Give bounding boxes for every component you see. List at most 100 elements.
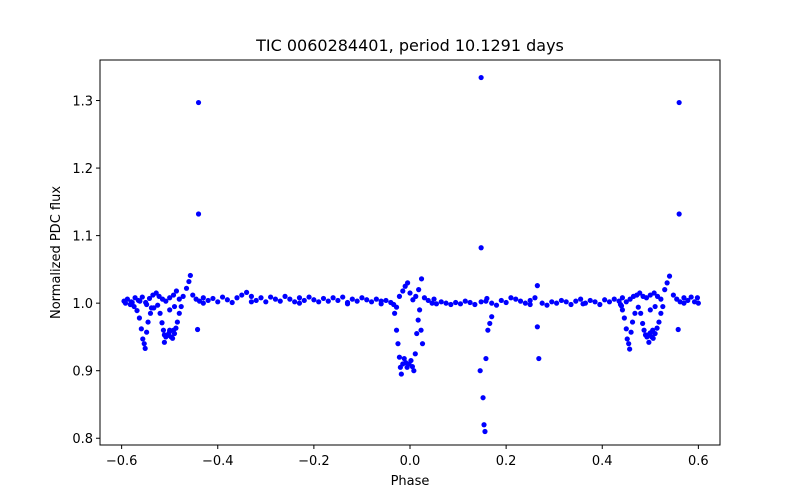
data-point	[393, 327, 400, 333]
data-point	[658, 296, 664, 302]
data-point	[398, 371, 404, 377]
data-point	[161, 339, 167, 345]
data-point	[145, 319, 151, 325]
data-point	[676, 99, 682, 106]
data-point	[412, 351, 418, 357]
y-tick-label: 0.8	[72, 432, 93, 447]
data-point	[186, 278, 192, 285]
data-point	[522, 300, 528, 306]
data-point	[163, 298, 169, 304]
data-point	[239, 292, 245, 298]
data-point	[378, 301, 384, 307]
data-point	[405, 280, 411, 286]
data-point	[141, 341, 147, 347]
data-point	[418, 276, 425, 282]
data-point	[619, 307, 626, 313]
data-point	[187, 272, 193, 279]
data-point	[592, 299, 598, 305]
data-point	[623, 326, 629, 332]
data-point	[617, 301, 624, 308]
data-point	[662, 287, 668, 293]
data-point	[487, 320, 493, 327]
data-point	[200, 295, 206, 301]
data-point	[670, 292, 676, 298]
data-point	[155, 302, 161, 308]
data-point	[195, 211, 202, 217]
data-point	[695, 300, 701, 306]
data-point	[167, 307, 173, 313]
x-tick-label: 0.0	[400, 454, 421, 469]
data-point	[136, 315, 143, 321]
data-point	[421, 295, 428, 301]
data-point	[131, 303, 137, 310]
data-point	[498, 297, 504, 304]
data-point	[416, 287, 422, 293]
data-point	[277, 298, 283, 304]
data-point	[654, 325, 660, 331]
data-point	[364, 297, 370, 303]
data-point	[628, 329, 634, 335]
y-tick-label: 0.9	[72, 365, 93, 380]
data-point	[167, 295, 173, 301]
data-point	[153, 290, 159, 296]
data-point	[544, 302, 550, 308]
data-point	[183, 285, 190, 291]
data-point	[190, 292, 196, 298]
data-point	[419, 341, 426, 347]
data-point	[354, 298, 360, 304]
data-point	[272, 296, 279, 302]
data-point	[626, 341, 632, 347]
y-tick-label: 1.1	[72, 230, 93, 245]
data-point	[407, 290, 413, 296]
data-point	[539, 300, 545, 306]
data-point	[658, 310, 664, 316]
data-point	[563, 299, 569, 305]
x-tick-label: −0.4	[202, 454, 234, 469]
y-tick-label: 1.2	[72, 162, 93, 177]
data-point	[517, 298, 524, 304]
data-point	[681, 295, 687, 301]
data-point	[629, 319, 636, 325]
data-point	[643, 295, 650, 301]
data-point	[652, 303, 658, 310]
data-point	[320, 295, 327, 302]
data-point	[157, 310, 163, 316]
data-point	[480, 395, 486, 401]
data-point	[325, 298, 331, 304]
data-point	[685, 297, 691, 304]
data-point	[641, 327, 647, 333]
data-point	[482, 428, 488, 435]
data-point	[425, 297, 431, 304]
data-point	[438, 299, 444, 305]
data-point	[306, 294, 312, 300]
data-point	[268, 294, 274, 300]
data-point	[196, 298, 203, 304]
data-point	[210, 295, 216, 302]
data-point	[229, 299, 235, 306]
data-point	[180, 293, 186, 299]
data-point	[368, 299, 375, 305]
data-point	[650, 327, 656, 333]
data-point	[167, 327, 173, 333]
data-point	[410, 297, 416, 303]
data-point	[393, 304, 400, 310]
data-point	[349, 296, 355, 302]
data-point	[481, 422, 487, 428]
y-tick-label: 1.3	[72, 95, 93, 110]
data-point	[383, 297, 389, 304]
data-point	[127, 301, 133, 308]
data-point	[637, 290, 643, 296]
y-axis-label: Normalized PDC flux	[49, 186, 64, 319]
data-point	[478, 245, 484, 251]
data-point	[493, 302, 500, 308]
data-point	[243, 289, 250, 295]
data-point	[140, 336, 146, 342]
data-point	[147, 310, 154, 316]
data-point	[142, 345, 148, 352]
data-point	[534, 324, 540, 330]
data-point	[359, 295, 365, 301]
data-point	[656, 319, 662, 325]
data-point	[467, 299, 473, 306]
data-point	[433, 301, 440, 307]
